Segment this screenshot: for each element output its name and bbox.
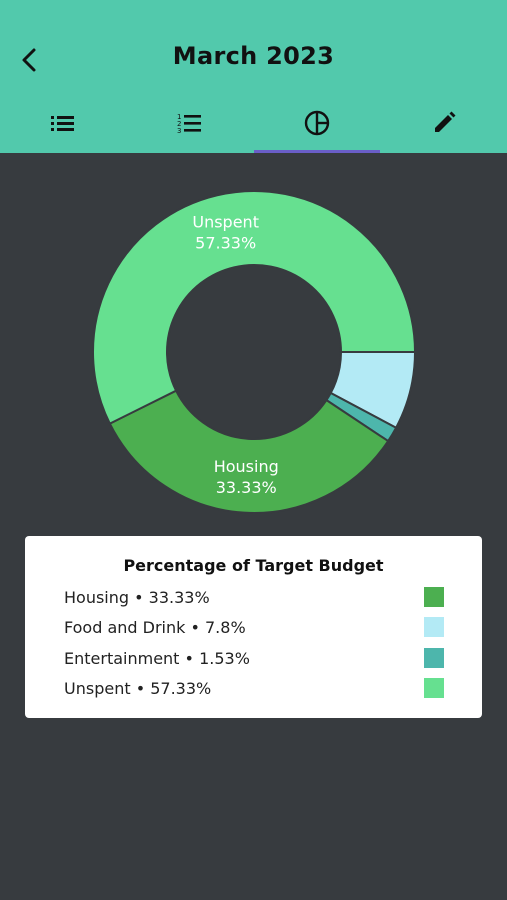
svg-text:1: 1 (177, 113, 181, 121)
tab-bar: 1 2 3 (0, 92, 507, 153)
tab-numbered-list[interactable]: 1 2 3 (127, 92, 254, 153)
legend-item-unspent: Unspent • 57.33% (64, 676, 444, 700)
legend-item-housing: Housing • 33.33% (64, 585, 444, 609)
legend-item-label: Food and Drink • 7.8% (64, 617, 246, 637)
legend-swatch (424, 617, 444, 637)
page-title: March 2023 (172, 42, 335, 70)
pie-slice-unspent (92, 190, 417, 425)
legend-item-food-and-drink: Food and Drink • 7.8% (64, 615, 444, 639)
svg-text:3: 3 (177, 127, 181, 135)
slice-label-housing: Housing 33.33% (214, 457, 279, 497)
tab-pie-chart[interactable] (253, 92, 381, 153)
legend-swatch (424, 587, 444, 607)
pencil-icon (434, 111, 456, 132)
legend-swatch (424, 648, 444, 668)
donut-svg: Housing 33.33% Unspent 57.33% (92, 190, 417, 514)
pie-slice-housing (108, 389, 390, 514)
app-header: March 2023 1 2 3 (0, 0, 507, 153)
tab-edit[interactable] (380, 92, 507, 153)
list-icon (51, 115, 75, 131)
legend-item-label: Housing • 33.33% (64, 587, 210, 607)
numbered-list-icon: 1 2 3 (177, 113, 202, 135)
legend-item-label: Entertainment • 1.53% (64, 648, 250, 668)
tab-list[interactable] (0, 92, 127, 153)
legend-item-entertainment: Entertainment • 1.53% (64, 646, 444, 670)
svg-text:2: 2 (177, 120, 181, 128)
back-button[interactable] (12, 40, 48, 80)
legend-card: Percentage of Target Budget Housing • 33… (25, 536, 482, 718)
legend-item-label: Unspent • 57.33% (64, 678, 212, 698)
slice-label-unspent: Unspent 57.33% (192, 212, 259, 252)
chevron-left-icon (22, 48, 36, 72)
budget-donut-chart: Housing 33.33% Unspent 57.33% (0, 170, 507, 530)
pie-chart-icon (304, 110, 330, 135)
legend-swatch (424, 678, 444, 698)
legend-title: Percentage of Target Budget (123, 556, 384, 575)
